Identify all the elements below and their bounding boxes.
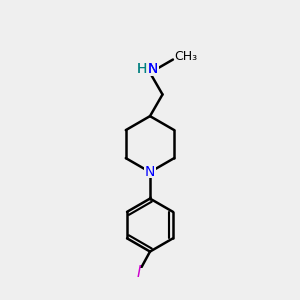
Text: CH₃: CH₃ (174, 50, 197, 63)
Text: N: N (148, 62, 158, 76)
Text: I: I (136, 265, 141, 280)
FancyBboxPatch shape (135, 268, 150, 278)
FancyBboxPatch shape (143, 166, 157, 178)
Text: N: N (148, 62, 158, 76)
FancyBboxPatch shape (135, 62, 159, 76)
Text: H: H (136, 62, 147, 76)
Text: N: N (145, 165, 155, 179)
Text: H: H (136, 62, 147, 76)
